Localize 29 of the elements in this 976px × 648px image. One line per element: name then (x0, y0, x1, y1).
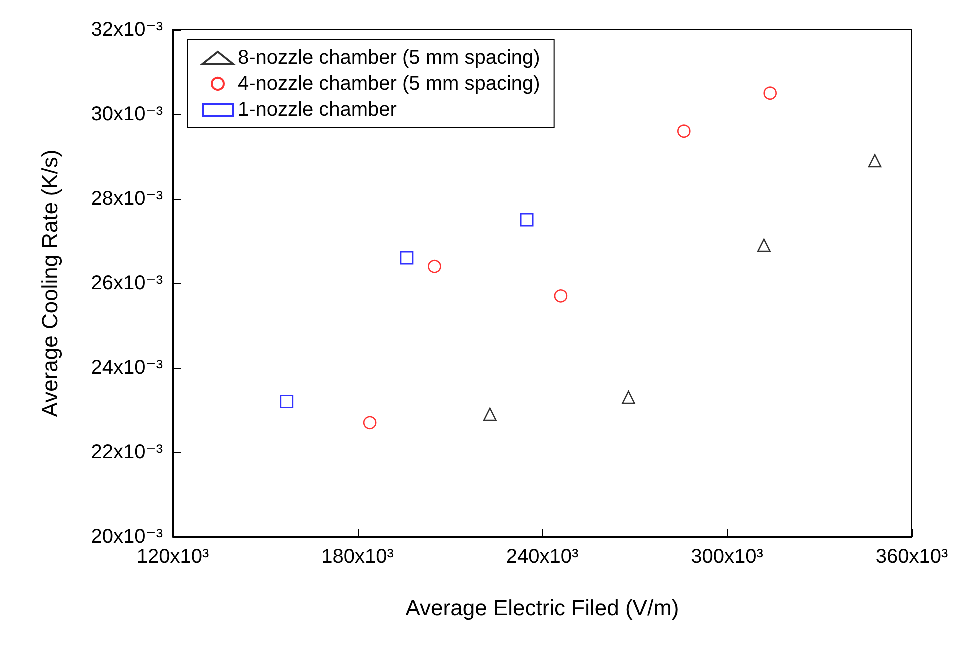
point (764, 86, 778, 100)
y-tick-label: 24x10⁻³ (91, 357, 164, 379)
point (758, 238, 771, 252)
point (484, 408, 497, 422)
x-tick-label: 300x10³ (691, 546, 764, 568)
y-tick-label: 28x10⁻³ (91, 188, 164, 210)
y-tick-label: 26x10⁻³ (91, 272, 164, 294)
y-tick-label: 30x10⁻³ (91, 104, 164, 126)
x-tick-label: 240x10³ (506, 546, 579, 568)
y-axis-title: Average Cooling Rate (K/s) (38, 150, 62, 418)
legend-label: 4-nozzle chamber (5 mm spacing) (238, 73, 540, 95)
x-tick-label: 180x10³ (322, 546, 394, 568)
legend-label: 8-nozzle chamber (5 mm spacing) (238, 47, 540, 69)
point (363, 416, 377, 430)
point (520, 213, 534, 227)
x-axis-title: Average Electric Filed (V/m) (406, 596, 680, 620)
point (400, 252, 414, 265)
y-tick-label: 20x10⁻³ (91, 526, 164, 548)
point (554, 290, 568, 303)
x-tick-label: 120x10³ (136, 546, 210, 568)
y-tick-label: 22x10⁻³ (91, 442, 164, 464)
point (678, 124, 691, 138)
legend-label: 1-nozzle chamber (238, 99, 398, 121)
point (428, 260, 442, 274)
y-tick-label: 32x10⁻³ (91, 19, 164, 41)
point (280, 395, 294, 408)
x-tick-label: 360x10³ (876, 546, 948, 568)
point (868, 154, 882, 168)
point (622, 390, 636, 404)
